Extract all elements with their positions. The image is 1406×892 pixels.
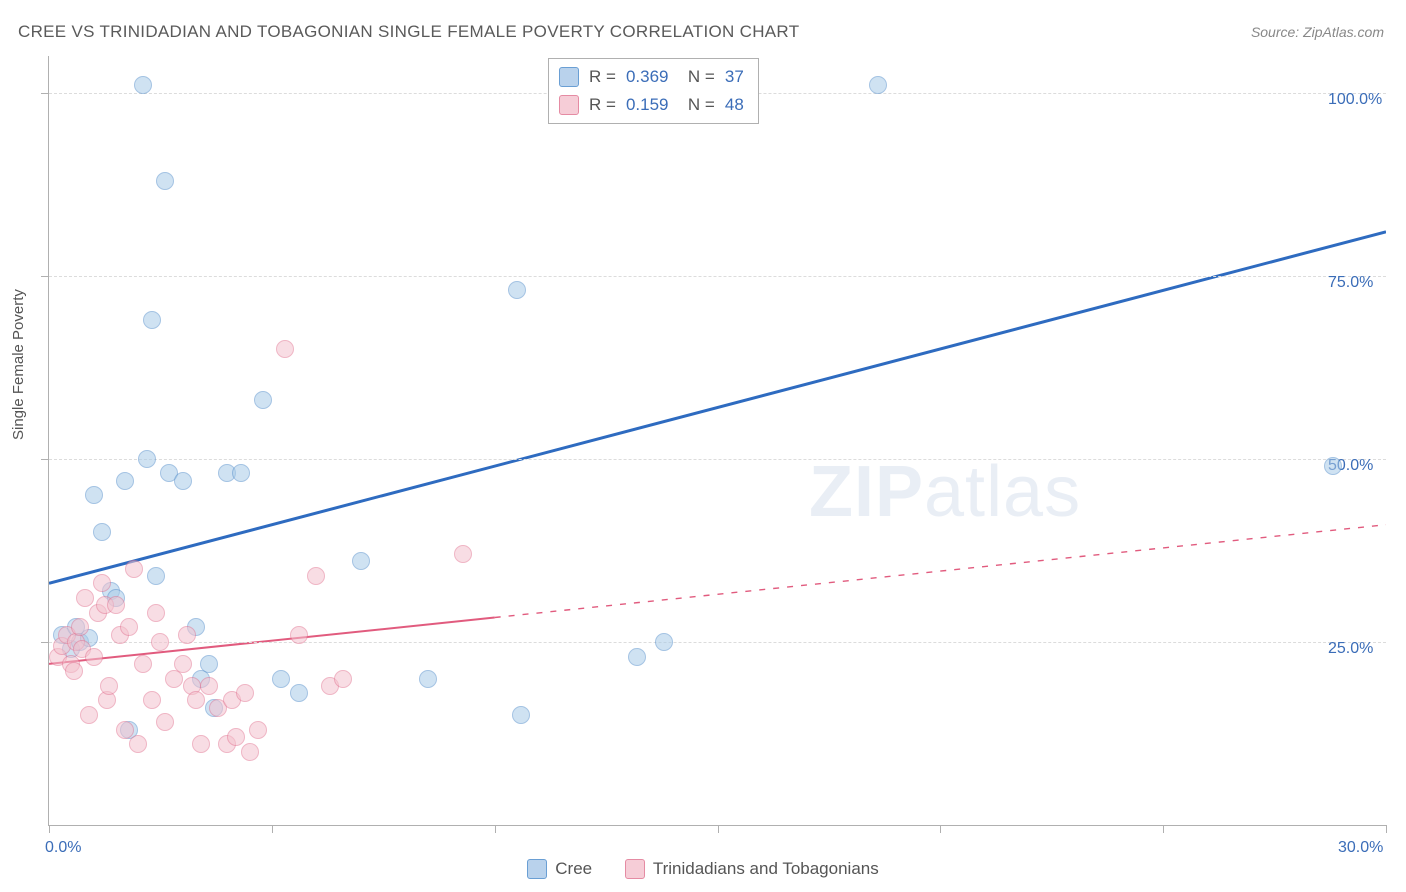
y-axis-title: Single Female Poverty xyxy=(10,289,27,440)
swatch-series-2 xyxy=(559,95,579,115)
swatch-series-1 xyxy=(527,859,547,879)
data-point xyxy=(227,728,245,746)
watermark: ZIPatlas xyxy=(809,451,1081,533)
x-tick-label: 30.0% xyxy=(1338,839,1383,857)
gridline xyxy=(49,459,1386,460)
data-point xyxy=(134,655,152,673)
data-point xyxy=(143,691,161,709)
data-point xyxy=(120,618,138,636)
legend-stats-row-1: R =0.369 N =37 xyxy=(559,63,744,91)
data-point xyxy=(129,735,147,753)
data-point xyxy=(241,743,259,761)
data-point xyxy=(147,567,165,585)
data-point xyxy=(334,670,352,688)
data-point xyxy=(655,633,673,651)
gridline xyxy=(49,642,1386,643)
data-point xyxy=(143,311,161,329)
data-point xyxy=(65,662,83,680)
data-point xyxy=(272,670,290,688)
data-point xyxy=(236,684,254,702)
data-point xyxy=(100,677,118,695)
legend-stats: R =0.369 N =37 R =0.159 N =48 xyxy=(548,58,759,124)
data-point xyxy=(125,560,143,578)
data-point xyxy=(174,655,192,673)
data-point xyxy=(147,604,165,622)
data-point xyxy=(200,677,218,695)
x-tick-label: 0.0% xyxy=(45,839,81,857)
legend-item-1: Cree xyxy=(527,859,592,879)
data-point xyxy=(1324,457,1342,475)
data-point xyxy=(107,596,125,614)
data-point xyxy=(85,486,103,504)
y-tick-label: 75.0% xyxy=(1328,274,1373,292)
scatter-plot: ZIPatlas 25.0%50.0%75.0%100.0%0.0%30.0% xyxy=(48,56,1386,826)
data-point xyxy=(232,464,250,482)
legend-series: Cree Trinidadians and Tobagonians xyxy=(0,859,1406,884)
data-point xyxy=(454,545,472,563)
data-point xyxy=(93,574,111,592)
data-point xyxy=(249,721,267,739)
chart-title: CREE VS TRINIDADIAN AND TOBAGONIAN SINGL… xyxy=(18,22,799,42)
legend-item-2: Trinidadians and Tobagonians xyxy=(625,859,879,879)
y-tick-label: 100.0% xyxy=(1328,91,1382,109)
data-point xyxy=(187,691,205,709)
source-label: Source: ZipAtlas.com xyxy=(1251,24,1384,40)
data-point xyxy=(174,472,192,490)
swatch-series-1 xyxy=(559,67,579,87)
data-point xyxy=(192,735,210,753)
data-point xyxy=(352,552,370,570)
data-point xyxy=(93,523,111,541)
data-point xyxy=(419,670,437,688)
data-point xyxy=(134,76,152,94)
data-point xyxy=(156,713,174,731)
data-point xyxy=(85,648,103,666)
data-point xyxy=(307,567,325,585)
trendlines-layer xyxy=(49,56,1386,825)
data-point xyxy=(116,472,134,490)
data-point xyxy=(628,648,646,666)
data-point xyxy=(508,281,526,299)
data-point xyxy=(178,626,196,644)
legend-stats-row-2: R =0.159 N =48 xyxy=(559,91,744,119)
data-point xyxy=(116,721,134,739)
data-point xyxy=(290,626,308,644)
data-point xyxy=(512,706,530,724)
data-point xyxy=(869,76,887,94)
data-point xyxy=(290,684,308,702)
data-point xyxy=(138,450,156,468)
data-point xyxy=(156,172,174,190)
gridline xyxy=(49,276,1386,277)
data-point xyxy=(151,633,169,651)
swatch-series-2 xyxy=(625,859,645,879)
data-point xyxy=(76,589,94,607)
data-point xyxy=(80,706,98,724)
data-point xyxy=(71,618,89,636)
data-point xyxy=(276,340,294,358)
y-tick-label: 25.0% xyxy=(1328,640,1373,658)
data-point xyxy=(254,391,272,409)
data-point xyxy=(200,655,218,673)
